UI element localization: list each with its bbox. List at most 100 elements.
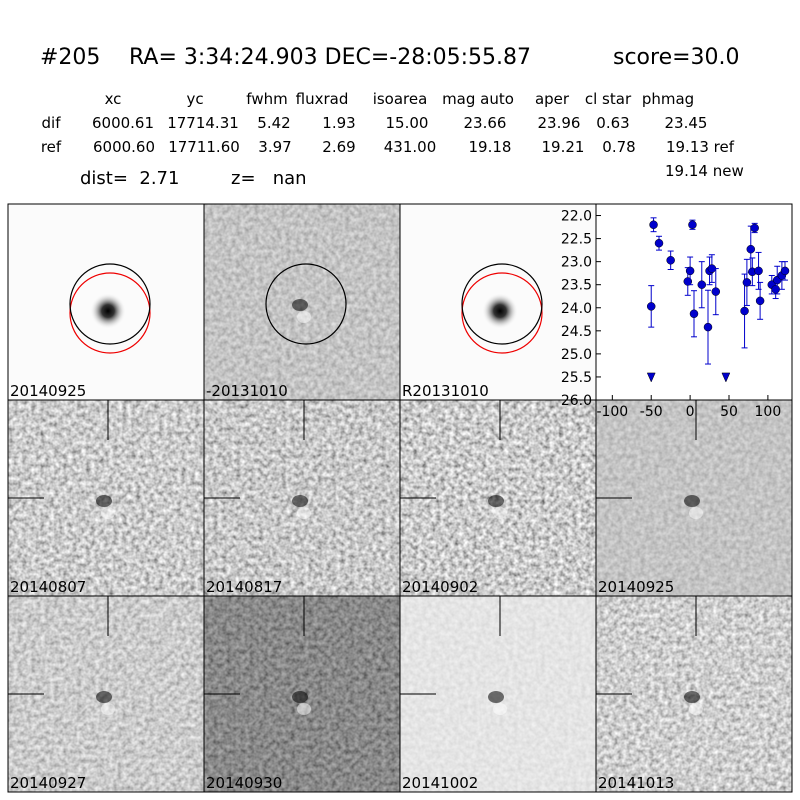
cell: 19.21 — [542, 138, 585, 156]
row-label: dif — [42, 114, 62, 132]
point — [689, 309, 699, 319]
y-tick-label: 23.0 — [561, 255, 592, 271]
panel-label: 20140927 — [10, 774, 86, 792]
cell: 0.78 — [602, 138, 635, 156]
cutout: 20141002 — [399, 595, 597, 793]
black-aperture — [69, 263, 151, 345]
panel-label: -20131010 — [206, 382, 288, 400]
dipole-dark — [684, 691, 700, 703]
cutout: 20141013 — [595, 595, 793, 793]
y-tick-label: 23.5 — [561, 278, 592, 294]
cutout: 20140902 — [399, 399, 597, 597]
column-header: fwhm — [246, 90, 287, 108]
dipole-light — [297, 507, 311, 519]
dipole-dark — [96, 495, 112, 507]
panels: 20140925 -20131010 R20131010 20140807 201408… — [7, 203, 793, 793]
source — [482, 293, 518, 329]
cell: 0.63 — [596, 114, 629, 132]
cell: 431.00 — [384, 138, 437, 156]
cutout: 20140927 — [7, 595, 205, 793]
red-aperture — [461, 272, 543, 354]
cutout: 20140925 — [7, 203, 205, 401]
dipole-dark — [292, 299, 308, 311]
dipole-light — [101, 507, 115, 519]
dipole-dark — [96, 691, 112, 703]
upper-limit — [721, 372, 731, 383]
point — [654, 238, 664, 248]
upper-limit — [646, 372, 656, 383]
point — [750, 223, 759, 233]
y-tick-label: 25.5 — [561, 370, 592, 386]
panel-label: 20141002 — [402, 774, 478, 792]
dipole-dark — [292, 691, 308, 703]
source — [90, 293, 126, 329]
point — [666, 256, 675, 265]
y-tick-label: 22.0 — [561, 209, 592, 225]
cutout: -20131010 — [203, 203, 401, 401]
panel-label: 20140930 — [206, 774, 282, 792]
dipole-light — [493, 507, 507, 519]
row-label: ref — [41, 138, 62, 156]
cell: 23.96 — [538, 114, 581, 132]
panel-label: 20140925 — [10, 382, 86, 400]
cell: 1.93 — [322, 114, 355, 132]
panel-label: 20141013 — [598, 774, 674, 792]
cell: 2.69 — [322, 138, 355, 156]
black-aperture — [461, 263, 543, 345]
column-header: aper — [535, 90, 570, 108]
column-header: phmag — [642, 90, 694, 108]
panel-label: 20140817 — [206, 578, 282, 596]
column-header: mag auto — [442, 90, 514, 108]
panel-label: 20140925 — [598, 578, 674, 596]
dist: dist= 2.71 — [80, 168, 179, 189]
cutout: 20140807 — [7, 399, 205, 597]
dipole-light — [689, 507, 703, 519]
cell: 3.97 — [258, 138, 291, 156]
y-tick-label: 24.5 — [561, 324, 592, 340]
cutout: 20140925 — [595, 399, 793, 597]
dipole-light — [689, 703, 703, 715]
point — [703, 322, 713, 332]
panel-label: R20131010 — [402, 382, 489, 400]
panel-label: 20140807 — [10, 578, 86, 596]
object-id: #205 — [40, 45, 100, 70]
cell: 23.66 — [464, 114, 507, 132]
column-header: cl star — [585, 90, 632, 108]
x-tick-label: 100 — [755, 404, 782, 420]
point — [754, 266, 763, 276]
coordinates: RA= 3:34:24.903 DEC=-28:05:55.87 — [129, 45, 531, 70]
point — [646, 302, 656, 311]
y-tick-label: 26.0 — [561, 393, 592, 409]
frame — [595, 595, 793, 793]
point — [697, 280, 707, 289]
point — [740, 306, 749, 316]
dipole-light — [493, 703, 507, 715]
new-mag: 19.14 new — [665, 162, 744, 180]
cell: 6000.60 — [93, 138, 155, 156]
point — [688, 220, 697, 230]
point — [780, 266, 790, 276]
y-tick-label: 22.5 — [561, 232, 592, 248]
x-tick-label: 0 — [686, 404, 695, 420]
point — [746, 244, 756, 254]
point — [742, 278, 752, 287]
table: xc yc fwhm fluxrad isoarea mag auto aper cl sta… — [41, 90, 735, 156]
dipole-dark — [684, 495, 700, 507]
dipole-light — [101, 703, 115, 715]
point — [771, 285, 780, 294]
dipole-dark — [488, 691, 504, 703]
point — [755, 296, 765, 306]
cell: 15.00 — [386, 114, 429, 132]
x-tick-label: -50 — [640, 404, 663, 420]
point — [685, 266, 695, 276]
column-header: isoarea — [373, 90, 428, 108]
column-header: fluxrad — [296, 90, 349, 108]
column-header: xc — [105, 90, 122, 108]
panel-label: 20140902 — [402, 578, 478, 596]
cell: 6000.61 — [92, 114, 154, 132]
cutout: 20140930 — [203, 595, 401, 793]
score: score=30.0 — [613, 45, 740, 70]
cell: 17711.60 — [168, 138, 240, 156]
y-tick-label: 24.0 — [561, 301, 592, 317]
